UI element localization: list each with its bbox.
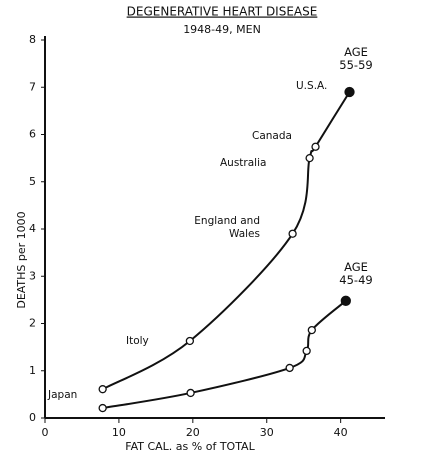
y-tick-label: 3	[29, 269, 36, 282]
point-label: Itoly	[126, 335, 149, 347]
y-tick-label: 1	[29, 364, 36, 377]
data-point	[98, 385, 107, 394]
y-tick-label: 2	[29, 317, 36, 330]
x-tick-label: 10	[112, 426, 126, 439]
y-tick-label: 0	[29, 411, 36, 424]
x-tick-label: 30	[260, 426, 274, 439]
y-tick-label: 6	[29, 128, 36, 141]
chart-subtitle: 1948-49, MEN	[183, 23, 261, 36]
data-point	[307, 325, 316, 335]
data-point	[311, 142, 320, 151]
data-point	[344, 86, 355, 98]
x-tick-label: 0	[42, 426, 49, 439]
series-line	[102, 300, 347, 410]
x-axis-label: FAT CAL. as % of TOTAL	[125, 440, 255, 453]
y-tick-label: 7	[29, 80, 36, 93]
y-tick-label: 4	[29, 222, 36, 235]
y-tick-label: 5	[29, 175, 36, 188]
x-tick-label: 40	[334, 426, 348, 439]
x-tick-label: 20	[186, 426, 200, 439]
data-point	[185, 336, 195, 346]
data-point	[288, 229, 297, 238]
data-point	[305, 153, 314, 163]
data-point	[340, 295, 351, 306]
point-label: Australia	[220, 157, 267, 169]
y-tick-label: 8	[29, 33, 36, 46]
series-label: AGE 45-49	[339, 260, 373, 287]
point-label: Japan	[48, 389, 78, 401]
point-label: England and Wales	[194, 215, 260, 240]
y-axis-label: DEATHS per 1000	[15, 211, 28, 308]
chart-title: DEGENERATIVE HEART DISEASE	[127, 5, 318, 19]
point-label: Canada	[252, 130, 292, 142]
data-point	[285, 363, 294, 373]
data-point	[186, 388, 195, 398]
data-point	[302, 346, 311, 356]
series-label: AGE 55-59	[339, 45, 373, 72]
data-point	[98, 403, 107, 413]
point-label: U.S.A.	[296, 80, 328, 92]
